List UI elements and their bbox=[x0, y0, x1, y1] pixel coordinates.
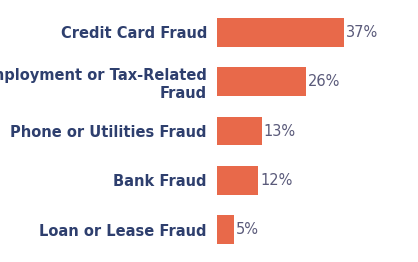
Bar bbox=[217, 67, 306, 96]
Text: 5%: 5% bbox=[236, 222, 259, 237]
Bar bbox=[217, 117, 262, 145]
Bar bbox=[217, 166, 258, 195]
Text: 37%: 37% bbox=[346, 25, 378, 40]
Text: 12%: 12% bbox=[260, 173, 293, 188]
Bar bbox=[217, 18, 344, 47]
Text: 26%: 26% bbox=[308, 74, 340, 89]
Text: 13%: 13% bbox=[263, 123, 296, 139]
Bar bbox=[217, 215, 234, 244]
